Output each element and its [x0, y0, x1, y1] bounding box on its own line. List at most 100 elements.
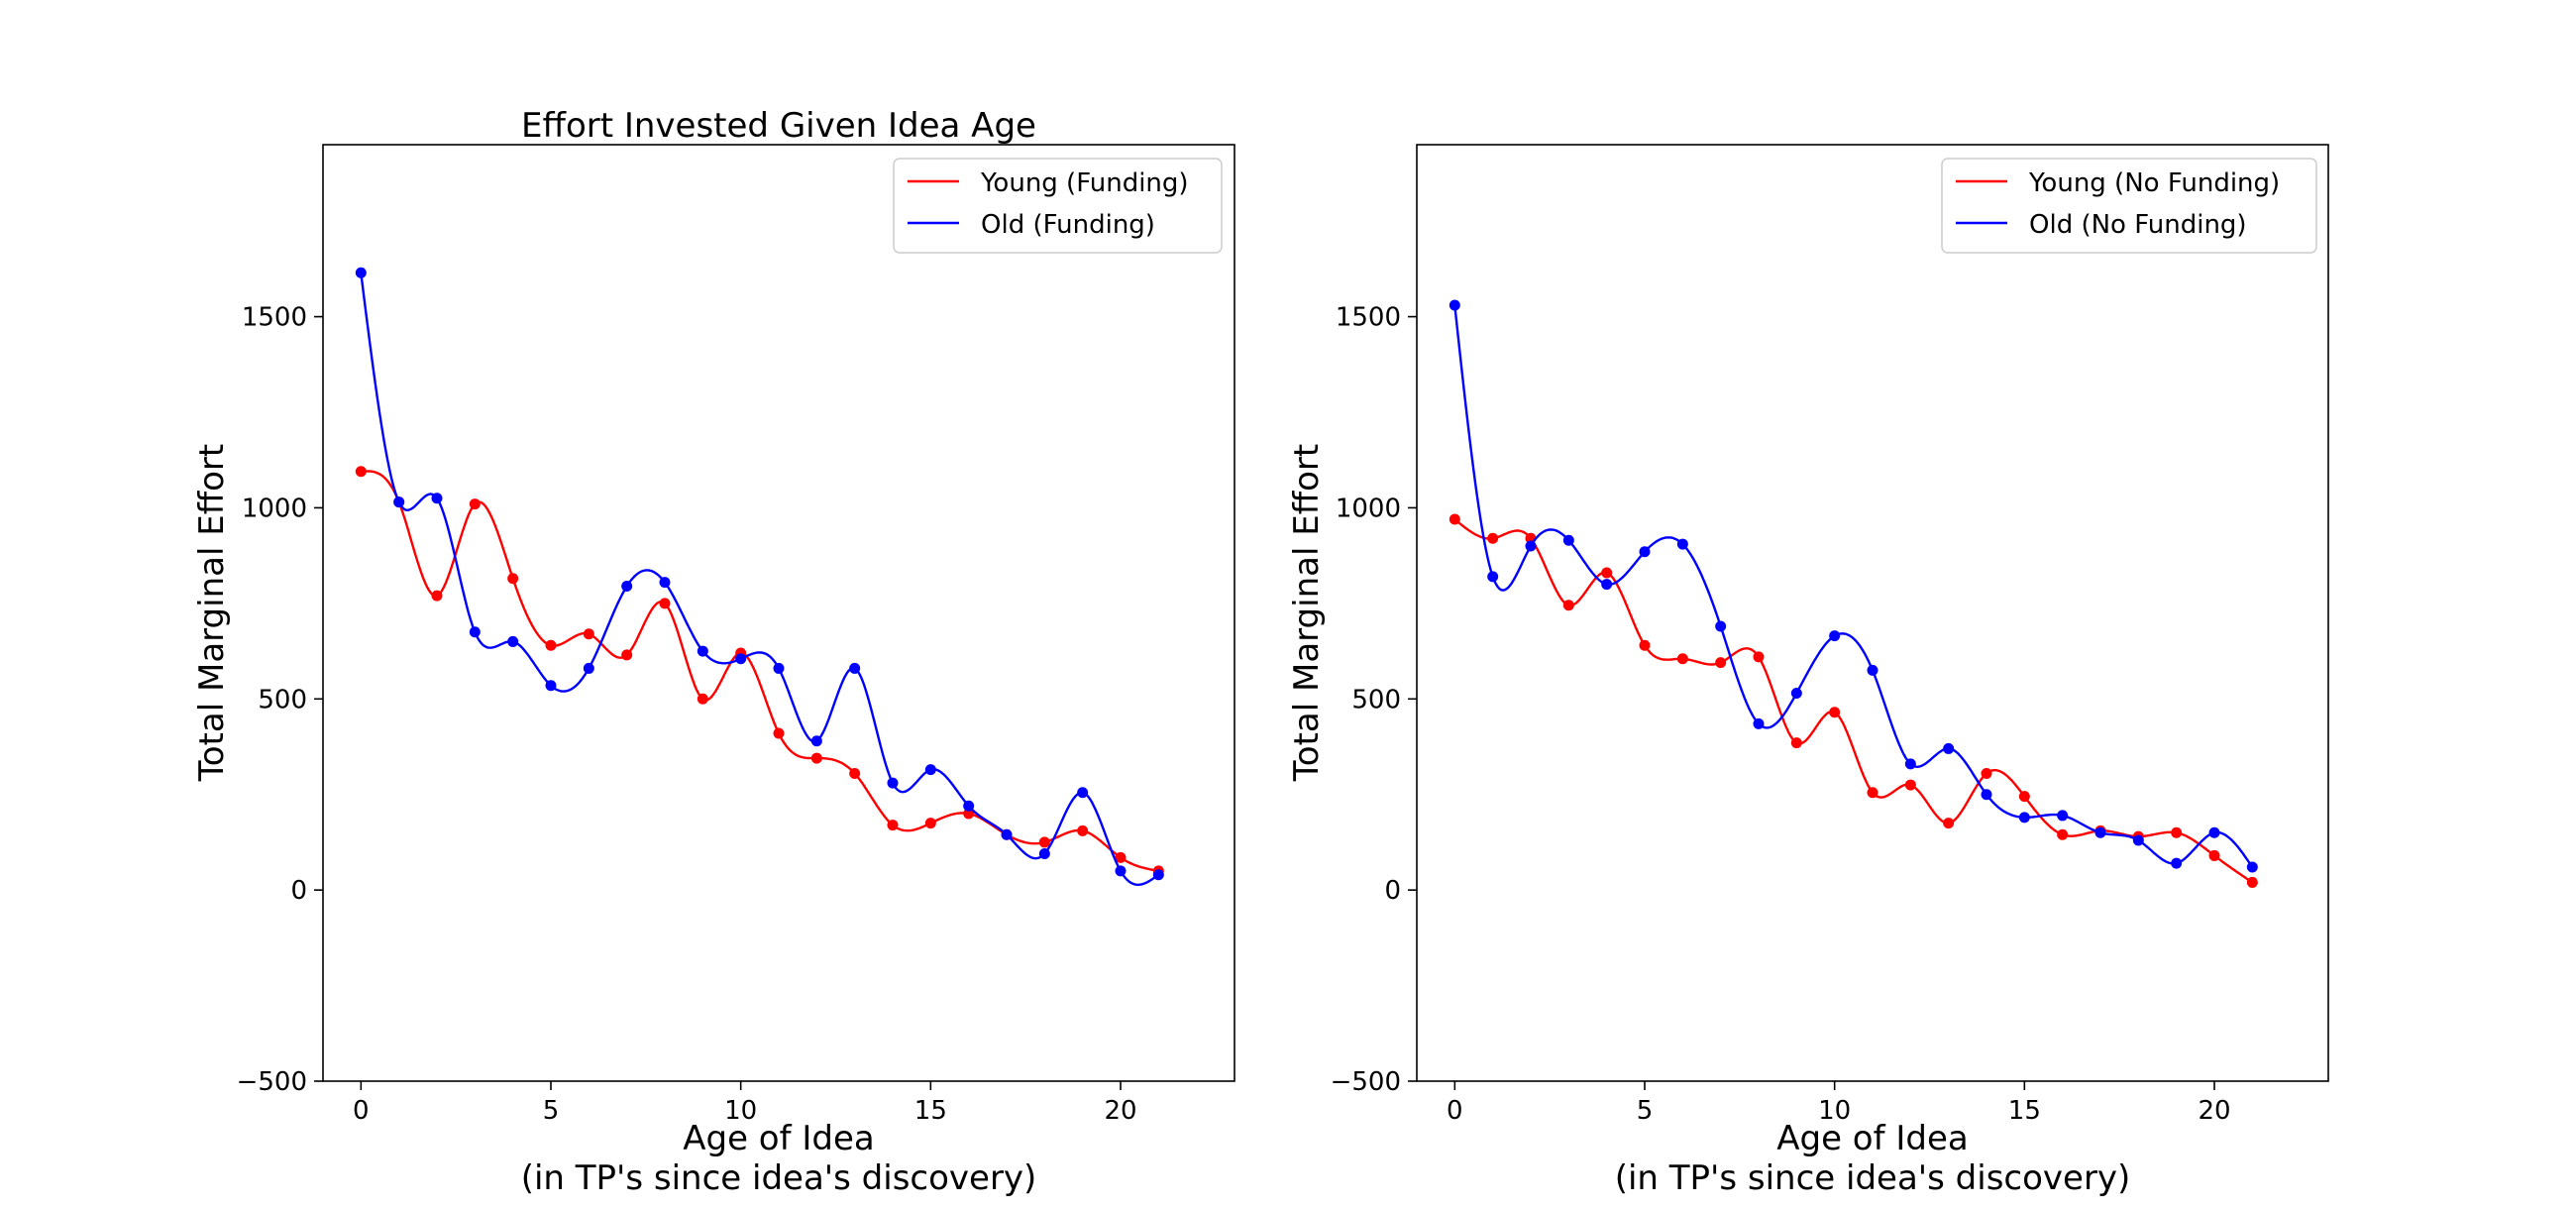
data-point-old-funding	[355, 267, 367, 278]
data-point-young-no-funding	[2018, 791, 2030, 803]
plot-frame	[322, 144, 1235, 1082]
data-point-young-no-funding	[2208, 849, 2220, 861]
data-point-old-no-funding	[1601, 579, 1613, 591]
data-point-old-funding	[924, 764, 936, 776]
x-tick-label: 15	[914, 1096, 947, 1126]
data-point-young-no-funding	[1449, 513, 1460, 525]
x-tick-label: 15	[2008, 1096, 2041, 1126]
x-tick-label: 0	[353, 1096, 370, 1126]
data-point-young-funding	[1077, 824, 1089, 836]
legend-box	[893, 158, 1223, 254]
data-point-young-no-funding	[1829, 707, 1841, 718]
y-axis: −500 0 500 1000 1500	[1331, 303, 1417, 1097]
data-point-old-funding	[849, 662, 861, 674]
data-point-old-no-funding	[2094, 826, 2106, 838]
series-line-old-no-funding	[1453, 304, 2254, 868]
x-tick-label: 10	[724, 1096, 757, 1126]
y-tick-label: 500	[1351, 685, 1401, 714]
data-point-old-funding	[1001, 828, 1013, 840]
x-axis-sublabel: (in TP's since idea's discovery)	[521, 1158, 1037, 1198]
x-axis-label: Age of Idea	[1776, 1119, 1969, 1158]
data-point-old-no-funding	[2057, 810, 2069, 822]
legend: Young (Funding) Old (Funding)	[893, 158, 1223, 254]
data-point-old-funding	[659, 577, 671, 589]
data-point-young-funding	[469, 498, 481, 510]
data-point-young-no-funding	[2171, 826, 2183, 838]
data-point-old-funding	[1038, 848, 1050, 859]
data-point-young-funding	[583, 628, 594, 640]
data-point-old-funding	[621, 581, 633, 592]
data-point-young-no-funding	[2246, 876, 2258, 888]
x-tick-label: 5	[1637, 1096, 1654, 1126]
data-point-old-no-funding	[1790, 688, 1802, 699]
data-point-old-funding	[810, 735, 822, 747]
data-point-young-funding	[507, 573, 519, 585]
data-point-young-funding	[849, 768, 861, 779]
data-point-old-funding	[963, 800, 975, 812]
series-line-young-no-funding	[1453, 518, 2253, 884]
y-tick-label: 1500	[242, 303, 307, 333]
data-point-young-no-funding	[1639, 639, 1651, 651]
data-point-old-funding	[507, 635, 519, 647]
data-point-old-funding	[431, 493, 443, 504]
chart-title: Effort Invested Given Idea Age	[521, 106, 1036, 146]
plot-area	[1449, 299, 2258, 888]
chart-funding: Effort Invested Given Idea Age 0 5 10 15 20 …	[192, 106, 1235, 1198]
x-tick-label: 0	[1447, 1096, 1463, 1126]
data-point-young-no-funding	[1715, 657, 1727, 669]
data-point-young-no-funding	[1487, 532, 1499, 544]
data-point-old-funding	[583, 662, 594, 674]
y-tick-label: 1000	[242, 494, 307, 523]
legend-label-young: Young (No Funding)	[2028, 168, 2280, 198]
data-point-young-no-funding	[1676, 653, 1688, 665]
x-tick-label: 5	[543, 1096, 560, 1126]
data-point-young-funding	[810, 752, 822, 764]
data-point-old-funding	[469, 626, 481, 638]
data-point-young-no-funding	[1981, 768, 1992, 779]
data-point-old-no-funding	[1487, 571, 1499, 583]
data-point-old-funding	[393, 496, 405, 508]
series-line-old-funding	[360, 273, 1160, 887]
y-tick-label: −500	[237, 1067, 307, 1097]
x-tick-label: 20	[2198, 1096, 2230, 1126]
data-point-young-funding	[1038, 836, 1050, 848]
data-point-young-funding	[431, 590, 443, 602]
data-point-young-funding	[621, 649, 633, 661]
data-point-old-no-funding	[1449, 299, 1460, 311]
x-axis: 0 5 10 15 20	[353, 1081, 1137, 1126]
data-point-young-funding	[697, 693, 708, 705]
data-point-old-no-funding	[1981, 789, 1992, 801]
data-point-old-funding	[697, 645, 708, 657]
data-point-old-funding	[1115, 865, 1127, 877]
y-tick-label: 1500	[1336, 303, 1401, 333]
x-tick-label: 10	[1818, 1096, 1851, 1126]
data-point-young-no-funding	[1904, 779, 1916, 791]
legend: Young (No Funding) Old (No Funding)	[1941, 158, 2317, 254]
data-point-old-no-funding	[1715, 620, 1727, 632]
series-line-young-funding	[361, 470, 1159, 873]
legend-label-old: Old (Funding)	[981, 210, 1155, 240]
data-point-old-funding	[773, 662, 785, 674]
y-tick-label: −500	[1331, 1067, 1401, 1097]
data-point-old-no-funding	[1829, 630, 1841, 642]
data-point-young-no-funding	[1753, 651, 1765, 663]
data-point-old-funding	[545, 680, 557, 692]
x-axis-label: Age of Idea	[683, 1119, 875, 1158]
y-axis-label: Total Marginal Effort	[1287, 444, 1327, 782]
y-axis-label: Total Marginal Effort	[192, 444, 232, 782]
data-point-old-no-funding	[1867, 664, 1878, 676]
data-point-young-funding	[773, 727, 785, 739]
data-point-young-funding	[963, 808, 975, 820]
data-point-old-funding	[887, 777, 899, 789]
data-point-young-no-funding	[1790, 737, 1802, 749]
data-point-old-no-funding	[2246, 861, 2258, 873]
data-point-young-no-funding	[1943, 818, 1955, 829]
data-point-old-funding	[1077, 787, 1089, 799]
legend-label-young: Young (Funding)	[980, 168, 1189, 198]
y-tick-label: 0	[1384, 876, 1401, 906]
data-point-old-no-funding	[1676, 538, 1688, 550]
y-axis: −500 0 500 1000 1500	[237, 303, 323, 1097]
data-point-young-no-funding	[1867, 787, 1878, 799]
chart-no-funding: 0 5 10 15 20 −500 0 500 1000 1500 Age of Idea (i…	[1287, 144, 2329, 1198]
